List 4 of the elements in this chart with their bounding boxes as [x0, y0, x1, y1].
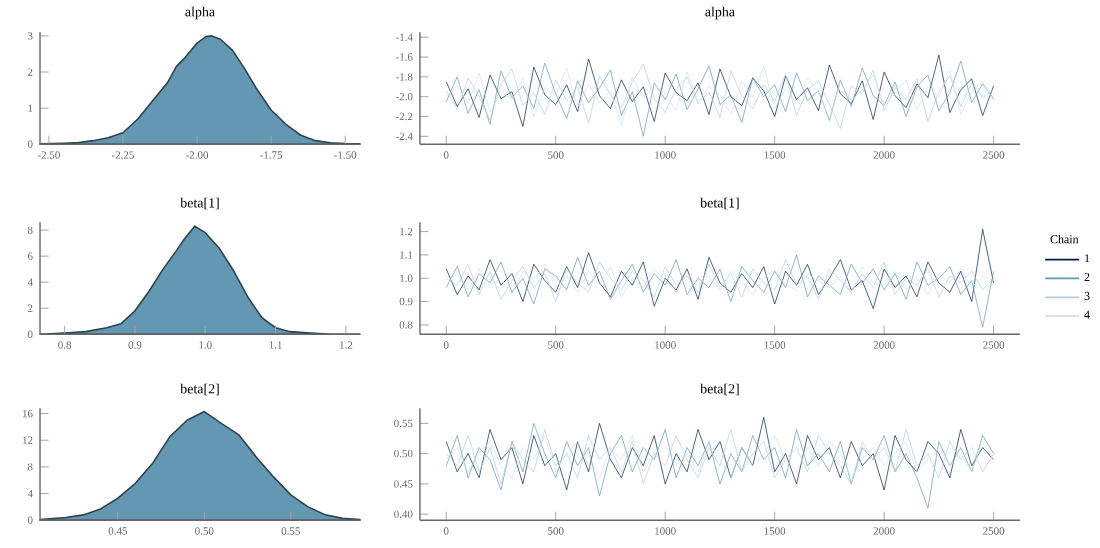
line-series: [445, 254, 994, 328]
line-series: [445, 416, 994, 491]
line-series: [445, 228, 994, 309]
line-series: [445, 422, 994, 509]
